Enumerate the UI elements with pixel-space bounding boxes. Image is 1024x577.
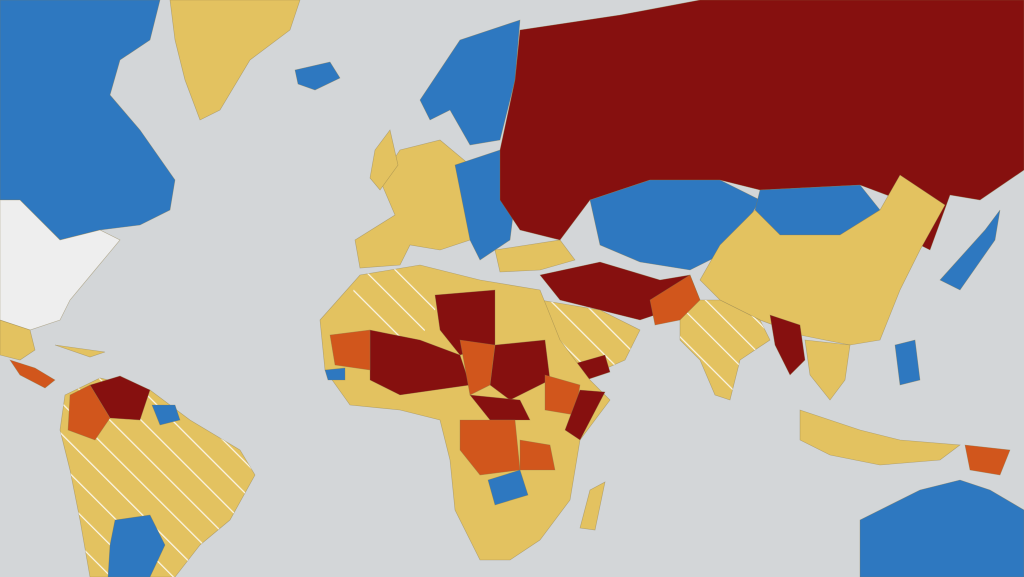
zambia bbox=[487, 469, 529, 506]
australia bbox=[859, 479, 1024, 577]
hatch bbox=[680, 300, 770, 400]
cuba bbox=[54, 344, 106, 358]
central-america bbox=[9, 359, 56, 389]
somalia bbox=[564, 389, 606, 441]
mexico bbox=[0, 319, 36, 361]
turkey bbox=[494, 239, 576, 273]
scandinavia bbox=[419, 19, 521, 146]
hatch bbox=[540, 300, 640, 380]
guyana bbox=[151, 404, 181, 426]
chad bbox=[459, 339, 496, 396]
iceland bbox=[294, 61, 341, 91]
tanzania bbox=[519, 439, 556, 471]
drc bbox=[459, 419, 521, 476]
hatch bbox=[345, 265, 440, 340]
hatch bbox=[60, 378, 255, 577]
paraguay bbox=[107, 514, 166, 577]
indonesia bbox=[799, 409, 961, 466]
south-sudan bbox=[469, 394, 531, 421]
uk bbox=[369, 129, 399, 191]
mauritania bbox=[329, 329, 371, 371]
guinea bbox=[324, 367, 346, 381]
myanmar bbox=[769, 314, 806, 376]
southeast-asia bbox=[804, 339, 851, 401]
greenland bbox=[169, 0, 301, 121]
madagascar bbox=[579, 481, 606, 531]
papua bbox=[964, 444, 1011, 476]
japan bbox=[939, 209, 1001, 291]
colombia bbox=[67, 384, 111, 441]
pakistan bbox=[649, 274, 701, 326]
philippines bbox=[894, 339, 921, 386]
